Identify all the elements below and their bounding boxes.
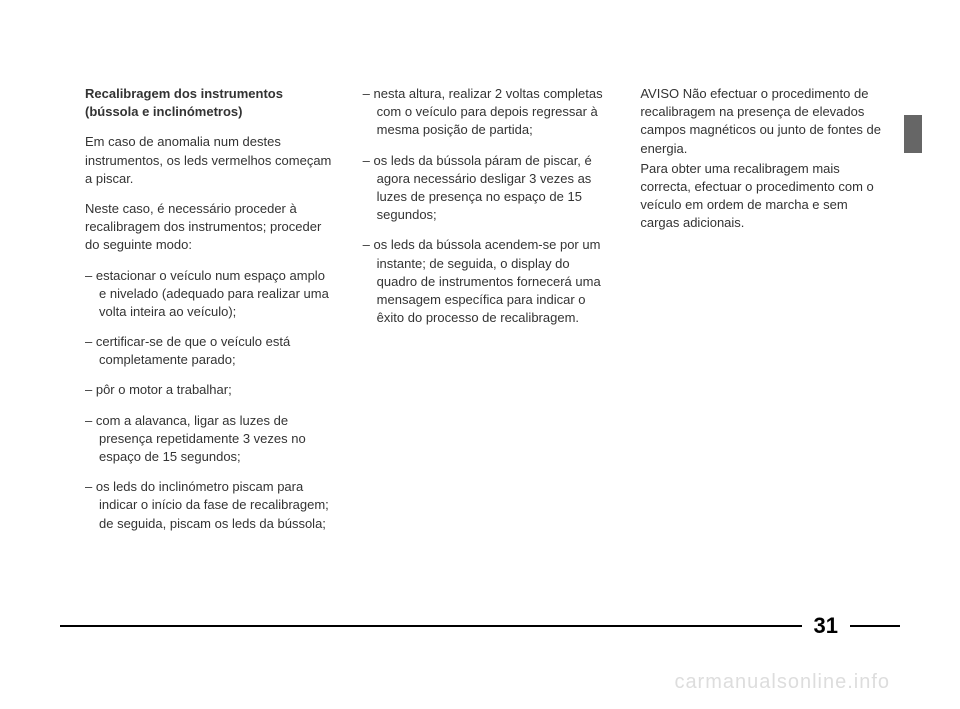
- list-item: os leds da bússola acendem-se por um ins…: [363, 236, 613, 327]
- paragraph-text: Em caso de anomalia num destes instrumen…: [85, 133, 335, 188]
- list-item: certificar-se de que o veículo está comp…: [85, 333, 335, 369]
- list-item: os leds da bússola páram de piscar, é ag…: [363, 152, 613, 225]
- page-number: 31: [802, 613, 850, 639]
- side-tab-marker: [904, 115, 922, 153]
- list-item: nesta altura, realizar 2 voltas completa…: [363, 85, 613, 140]
- page-footer: 31: [60, 613, 900, 639]
- paragraph-text: Para obter uma recalibragem mais correct…: [640, 160, 890, 233]
- list-item: os leds do inclinómetro piscam para indi…: [85, 478, 335, 533]
- paragraph-text: AVISO Não efectuar o procedimento de rec…: [640, 85, 890, 158]
- list-item: pôr o motor a trabalhar;: [85, 381, 335, 399]
- column-2: nesta altura, realizar 2 voltas completa…: [363, 85, 613, 545]
- column-3: AVISO Não efectuar o procedimento de rec…: [640, 85, 890, 545]
- footer-divider-left: [60, 625, 802, 627]
- watermark-text: carmanualsonline.info: [674, 671, 890, 694]
- section-heading: Recalibragem dos instrumentos (bússola e…: [85, 85, 335, 121]
- footer-divider-right: [850, 625, 900, 627]
- column-1: Recalibragem dos instrumentos (bússola e…: [85, 85, 335, 545]
- list-item: estacionar o veículo num espaço amplo e …: [85, 267, 335, 322]
- list-item: com a alavanca, ligar as luzes de presen…: [85, 412, 335, 467]
- page-content: Recalibragem dos instrumentos (bússola e…: [0, 0, 960, 545]
- paragraph-text: Neste caso, é necessário proceder à reca…: [85, 200, 335, 255]
